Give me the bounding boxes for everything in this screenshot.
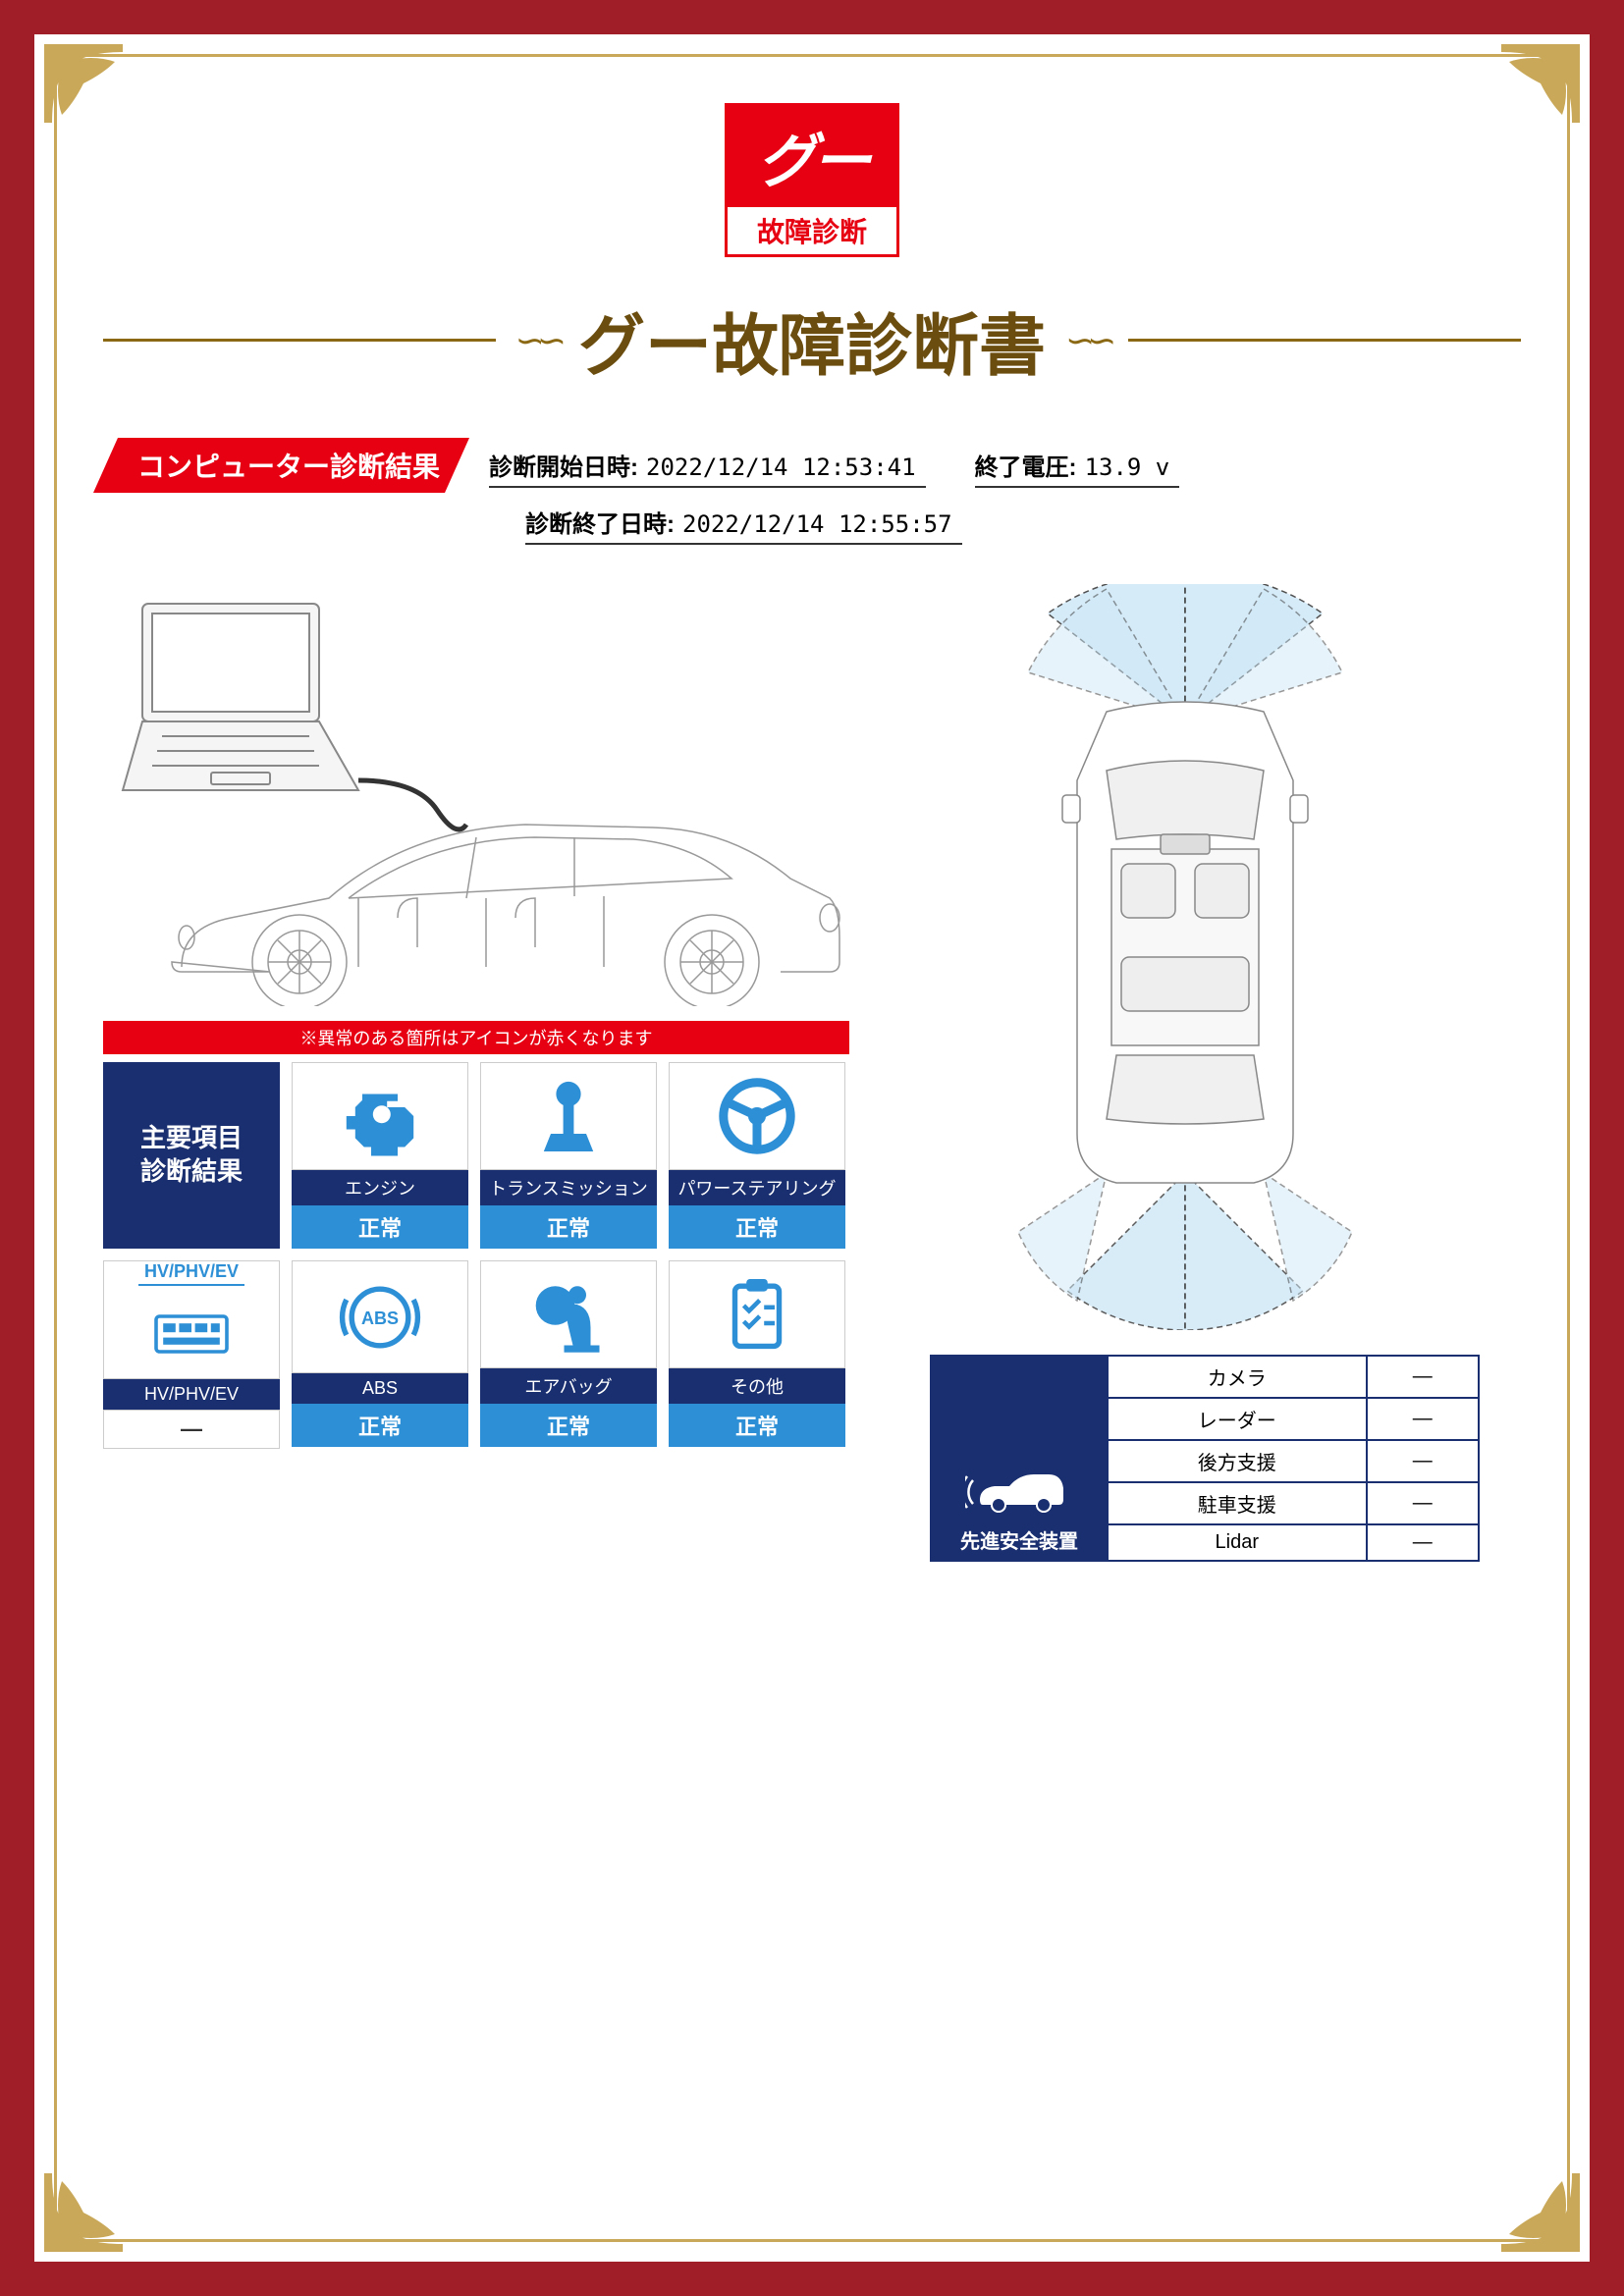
steering-icon (669, 1062, 845, 1170)
brand-text: グー (757, 129, 867, 194)
document-title-row: ∽∽ グー故障診断書 ∽∽ (103, 292, 1521, 389)
diag-airbag-label: エアバッグ (480, 1368, 657, 1404)
svg-text:ABS: ABS (361, 1308, 399, 1328)
diag-steering: パワーステアリング 正常 (669, 1062, 845, 1249)
hv-top-label: HV/PHV/EV (138, 1261, 244, 1286)
car-topview-diagram (930, 584, 1440, 1330)
diag-hv-label: HV/PHV/EV (103, 1379, 280, 1410)
safety-row-label: カメラ (1108, 1356, 1367, 1398)
car-sensor-icon (965, 1461, 1073, 1520)
safety-table: 先進安全装置 カメラ — レーダー— 後方支援— 駐車支援— Lidar— (930, 1355, 1480, 1562)
diag-hv: HV/PHV/EV HV/PHV/EV — (103, 1260, 280, 1447)
corner-ornament (44, 2173, 123, 2252)
car-laptop-diagram (103, 584, 849, 1006)
diag-other: その他 正常 (669, 1260, 845, 1447)
safety-row-value: — (1367, 1440, 1479, 1482)
diag-airbag-status: 正常 (480, 1404, 657, 1447)
diag-abs: ABS ABS 正常 (292, 1260, 468, 1447)
clipboard-icon (669, 1260, 845, 1368)
corner-ornament (1501, 2173, 1580, 2252)
safety-row-value: — (1367, 1524, 1479, 1561)
diag-trans-status: 正常 (480, 1205, 657, 1249)
brand-logo: グー 故障診断 (103, 103, 1521, 257)
flourish-icon: ∽∽ (1065, 320, 1109, 361)
diag-header-line1: 主要項目 (140, 1122, 243, 1155)
meta-voltage: 終了電圧: 13.9 v (975, 444, 1180, 488)
diag-steering-label: パワーステアリング (669, 1170, 845, 1205)
diag-hv-status: — (103, 1410, 280, 1449)
diag-other-label: その他 (669, 1368, 845, 1404)
section-badge: コンピューター診断結果 (93, 438, 469, 493)
meta-start-value: 2022/12/14 12:53:41 (646, 454, 916, 481)
safety-header-cell: 先進安全装置 (931, 1356, 1108, 1561)
safety-row-value: — (1367, 1398, 1479, 1440)
meta-end: 診断終了日時: 2022/12/14 12:55:57 (525, 501, 962, 545)
diag-airbag: エアバッグ 正常 (480, 1260, 657, 1447)
transmission-icon (480, 1062, 657, 1170)
meta-voltage-value: 13.9 v (1085, 454, 1170, 481)
meta-end-value: 2022/12/14 12:55:57 (682, 510, 952, 538)
diag-engine-label: エンジン (292, 1170, 468, 1205)
diag-trans-label: トランスミッション (480, 1170, 657, 1205)
meta-start-label: 診断開始日時: (489, 448, 638, 482)
engine-icon (292, 1062, 468, 1170)
diag-engine-status: 正常 (292, 1205, 468, 1249)
meta-voltage-label: 終了電圧: (975, 448, 1077, 482)
safety-row-value: — (1367, 1356, 1479, 1398)
flourish-icon: ∽∽ (515, 320, 559, 361)
diag-other-status: 正常 (669, 1404, 845, 1447)
diag-steering-status: 正常 (669, 1205, 845, 1249)
diag-transmission: トランスミッション 正常 (480, 1062, 657, 1249)
brand-sub: 故障診断 (728, 207, 896, 254)
meta-end-label: 診断終了日時: (525, 505, 675, 539)
safety-row-label: Lidar (1108, 1524, 1367, 1561)
safety-row-label: 駐車支援 (1108, 1482, 1367, 1524)
meta-start: 診断開始日時: 2022/12/14 12:53:41 (489, 444, 926, 488)
diag-header-line2: 診断結果 (140, 1155, 243, 1189)
safety-header-label: 先進安全装置 (960, 1531, 1078, 1553)
airbag-icon (480, 1260, 657, 1368)
diag-abs-status: 正常 (292, 1404, 468, 1447)
safety-row-label: レーダー (1108, 1398, 1367, 1440)
diag-engine: エンジン 正常 (292, 1062, 468, 1249)
document-title: グー故障診断書 (578, 292, 1046, 389)
diag-header: 主要項目 診断結果 (103, 1062, 280, 1249)
abs-icon: ABS (292, 1260, 468, 1373)
warning-bar: ※異常のある箇所はアイコンが赤くなります (103, 1021, 849, 1054)
safety-row-label: 後方支援 (1108, 1440, 1367, 1482)
diag-abs-label: ABS (292, 1373, 468, 1404)
safety-row-value: — (1367, 1482, 1479, 1524)
hv-icon: HV/PHV/EV (103, 1260, 280, 1379)
